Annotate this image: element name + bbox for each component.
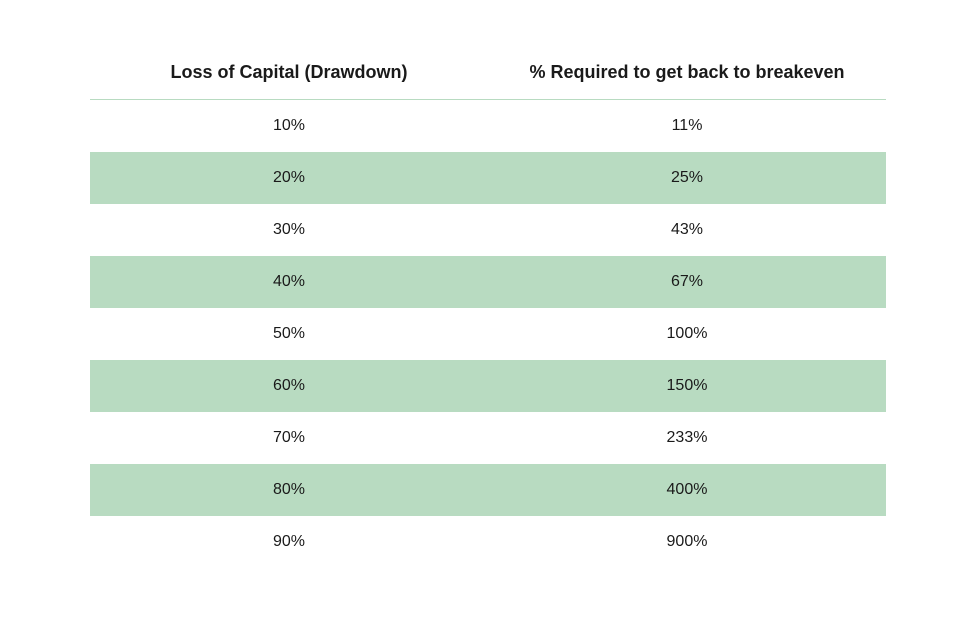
cell-loss: 40% [90, 256, 488, 308]
table-row: 50% 100% [90, 308, 886, 360]
table-row: 20% 25% [90, 152, 886, 204]
cell-loss: 90% [90, 516, 488, 568]
cell-required: 233% [488, 412, 886, 464]
cell-loss: 80% [90, 464, 488, 516]
cell-required: 100% [488, 308, 886, 360]
cell-required: 150% [488, 360, 886, 412]
cell-loss: 10% [90, 100, 488, 153]
drawdown-table-container: Loss of Capital (Drawdown) % Required to… [90, 48, 886, 568]
cell-required: 900% [488, 516, 886, 568]
column-header-required: % Required to get back to breakeven [488, 48, 886, 100]
drawdown-table: Loss of Capital (Drawdown) % Required to… [90, 48, 886, 568]
cell-loss: 70% [90, 412, 488, 464]
table-row: 60% 150% [90, 360, 886, 412]
table-row: 40% 67% [90, 256, 886, 308]
cell-required: 67% [488, 256, 886, 308]
cell-loss: 50% [90, 308, 488, 360]
table-header-row: Loss of Capital (Drawdown) % Required to… [90, 48, 886, 100]
table-row: 80% 400% [90, 464, 886, 516]
cell-required: 25% [488, 152, 886, 204]
column-header-loss: Loss of Capital (Drawdown) [90, 48, 488, 100]
cell-required: 11% [488, 100, 886, 153]
cell-loss: 30% [90, 204, 488, 256]
table-row: 10% 11% [90, 100, 886, 153]
cell-loss: 60% [90, 360, 488, 412]
table-row: 90% 900% [90, 516, 886, 568]
cell-loss: 20% [90, 152, 488, 204]
cell-required: 43% [488, 204, 886, 256]
table-row: 30% 43% [90, 204, 886, 256]
table-body: 10% 11% 20% 25% 30% 43% 40% 67% 50% 100%… [90, 100, 886, 569]
cell-required: 400% [488, 464, 886, 516]
table-row: 70% 233% [90, 412, 886, 464]
